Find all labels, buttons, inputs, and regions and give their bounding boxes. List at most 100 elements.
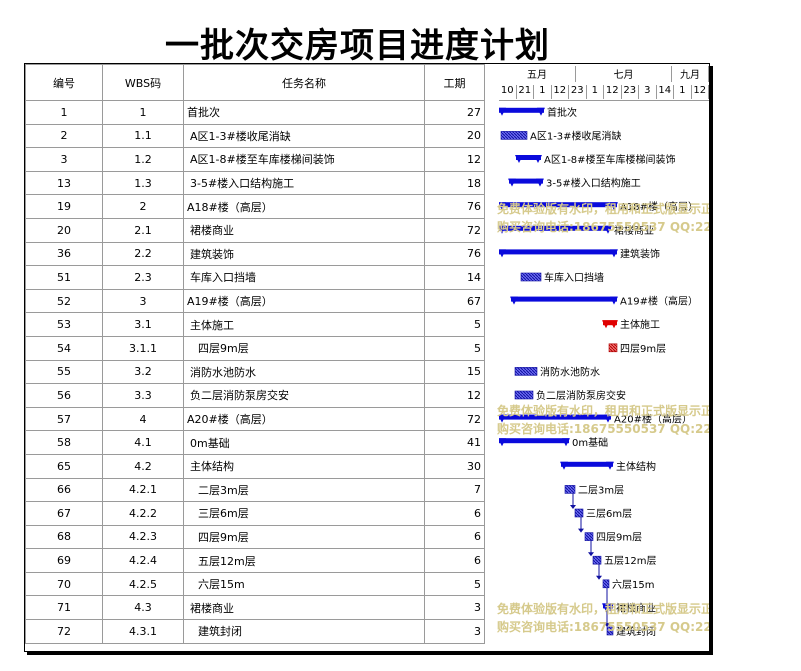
- cell-wbs[interactable]: 4.3: [102, 595, 184, 621]
- cell-name[interactable]: 3-5#楼入口结构施工: [183, 170, 425, 196]
- cell-name[interactable]: A区1-8#楼至车库楼梯间装饰: [183, 147, 425, 172]
- gantt-bar[interactable]: [508, 178, 544, 187]
- cell-wbs[interactable]: 4: [102, 406, 184, 432]
- gantt-bar[interactable]: [499, 249, 618, 258]
- cell-id[interactable]: 65: [25, 453, 103, 479]
- cell-name[interactable]: 消防水池防水: [183, 359, 425, 385]
- cell-duration[interactable]: 5: [424, 571, 485, 597]
- cell-duration[interactable]: 12: [424, 383, 485, 408]
- cell-name[interactable]: A20#楼（高层）: [183, 406, 425, 432]
- cell-wbs[interactable]: 2.3: [102, 265, 184, 290]
- cell-duration[interactable]: 5: [424, 312, 485, 337]
- table-row[interactable]: 70 4.2.5 六层15m 5: [25, 571, 485, 597]
- table-row[interactable]: 56 3.3 负二层消防泵房交安 12: [25, 383, 485, 408]
- cell-id[interactable]: 20: [25, 217, 103, 243]
- cell-wbs[interactable]: 1.1: [102, 123, 184, 149]
- cell-wbs[interactable]: 1.2: [102, 147, 184, 172]
- cell-name[interactable]: 裙楼商业: [183, 217, 425, 243]
- cell-duration[interactable]: 76: [424, 194, 485, 219]
- cell-id[interactable]: 70: [25, 571, 103, 597]
- cell-wbs[interactable]: 3.2: [102, 359, 184, 385]
- col-header-wbs[interactable]: WBS码: [102, 64, 184, 101]
- cell-id[interactable]: 55: [25, 359, 103, 385]
- gantt-bar[interactable]: [602, 603, 614, 612]
- table-row[interactable]: 68 4.2.3 四层9m层 6: [25, 524, 485, 550]
- cell-id[interactable]: 71: [25, 595, 103, 621]
- table-row[interactable]: 67 4.2.2 三层6m层 6: [25, 501, 485, 526]
- cell-duration[interactable]: 72: [424, 217, 485, 243]
- col-header-duration[interactable]: 工期: [424, 64, 485, 101]
- table-row[interactable]: 2 1.1 A区1-3#楼收尾消缺 20: [25, 123, 485, 149]
- cell-id[interactable]: 3: [25, 147, 103, 172]
- table-row[interactable]: 71 4.3 裙楼商业 3: [25, 595, 485, 621]
- cell-name[interactable]: 建筑装饰: [183, 241, 425, 267]
- cell-id[interactable]: 13: [25, 170, 103, 196]
- cell-name[interactable]: 三层6m层: [183, 501, 425, 526]
- cell-wbs[interactable]: 4.2.5: [102, 571, 184, 597]
- cell-duration[interactable]: 6: [424, 548, 485, 573]
- cell-wbs[interactable]: 3.1: [102, 312, 184, 337]
- cell-wbs[interactable]: 4.1: [102, 430, 184, 455]
- gantt-bar[interactable]: [500, 131, 528, 140]
- cell-id[interactable]: 69: [25, 548, 103, 573]
- gantt-bar[interactable]: [608, 343, 618, 353]
- cell-id[interactable]: 51: [25, 265, 103, 290]
- gantt-bar[interactable]: [560, 461, 614, 470]
- table-row[interactable]: 53 3.1 主体施工 5: [25, 312, 485, 337]
- cell-name[interactable]: 四层9m层: [183, 524, 425, 550]
- table-row[interactable]: 55 3.2 消防水池防水 15: [25, 359, 485, 385]
- cell-id[interactable]: 57: [25, 406, 103, 432]
- cell-name[interactable]: 建筑封闭: [183, 619, 425, 644]
- gantt-bar[interactable]: [499, 202, 618, 211]
- cell-duration[interactable]: 76: [424, 241, 485, 267]
- cell-id[interactable]: 56: [25, 383, 103, 408]
- cell-duration[interactable]: 15: [424, 359, 485, 385]
- cell-name[interactable]: 负二层消防泵房交安: [183, 383, 425, 408]
- cell-id[interactable]: 54: [25, 335, 103, 361]
- table-row[interactable]: 65 4.2 主体结构 30: [25, 453, 485, 479]
- cell-id[interactable]: 2: [25, 123, 103, 149]
- cell-wbs[interactable]: 3: [102, 288, 184, 314]
- cell-name[interactable]: A18#楼（高层）: [183, 194, 425, 219]
- cell-wbs[interactable]: 4.3.1: [102, 619, 184, 644]
- cell-wbs[interactable]: 2.1: [102, 217, 184, 243]
- cell-id[interactable]: 53: [25, 312, 103, 337]
- gantt-bar[interactable]: [602, 579, 610, 589]
- cell-wbs[interactable]: 1: [102, 100, 184, 125]
- cell-duration[interactable]: 67: [424, 288, 485, 314]
- cell-name[interactable]: A区1-3#楼收尾消缺: [183, 123, 425, 149]
- cell-wbs[interactable]: 2.2: [102, 241, 184, 267]
- table-row[interactable]: 19 2 A18#楼（高层） 76: [25, 194, 485, 219]
- table-row[interactable]: 57 4 A20#楼（高层） 72: [25, 406, 485, 432]
- col-header-id[interactable]: 编号: [25, 64, 103, 101]
- cell-wbs[interactable]: 4.2.1: [102, 477, 184, 503]
- cell-duration[interactable]: 6: [424, 501, 485, 526]
- gantt-bar[interactable]: [515, 155, 542, 163]
- table-row[interactable]: 52 3 A19#楼（高层） 67: [25, 288, 485, 314]
- cell-name[interactable]: 首批次: [183, 100, 425, 125]
- cell-wbs[interactable]: 1.3: [102, 170, 184, 196]
- cell-id[interactable]: 36: [25, 241, 103, 267]
- table-row[interactable]: 72 4.3.1 建筑封闭 3: [25, 619, 485, 644]
- cell-name[interactable]: A19#楼（高层）: [183, 288, 425, 314]
- cell-duration[interactable]: 6: [424, 524, 485, 550]
- cell-duration[interactable]: 3: [424, 619, 485, 644]
- gantt-view[interactable]: 编号 WBS码 任务名称 工期 1 1 首批次 27 2 1.1 A区1-3#楼收尾消缺 20…: [24, 63, 710, 652]
- cell-id[interactable]: 68: [25, 524, 103, 550]
- cell-name[interactable]: 主体施工: [183, 312, 425, 337]
- table-row[interactable]: 1 1 首批次 27: [25, 100, 485, 125]
- cell-duration[interactable]: 3: [424, 595, 485, 621]
- gantt-bar[interactable]: [499, 107, 545, 116]
- cell-wbs[interactable]: 4.2.4: [102, 548, 184, 573]
- gantt-bar[interactable]: [499, 225, 612, 234]
- gantt-bar[interactable]: [514, 367, 538, 376]
- gantt-bar[interactable]: [592, 555, 602, 565]
- col-header-name[interactable]: 任务名称: [183, 64, 425, 101]
- cell-id[interactable]: 52: [25, 288, 103, 314]
- cell-duration[interactable]: 18: [424, 170, 485, 196]
- cell-name[interactable]: 四层9m层: [183, 335, 425, 361]
- gantt-bar[interactable]: [606, 626, 614, 636]
- cell-name[interactable]: 裙楼商业: [183, 595, 425, 621]
- cell-wbs[interactable]: 4.2.3: [102, 524, 184, 550]
- cell-wbs[interactable]: 3.3: [102, 383, 184, 408]
